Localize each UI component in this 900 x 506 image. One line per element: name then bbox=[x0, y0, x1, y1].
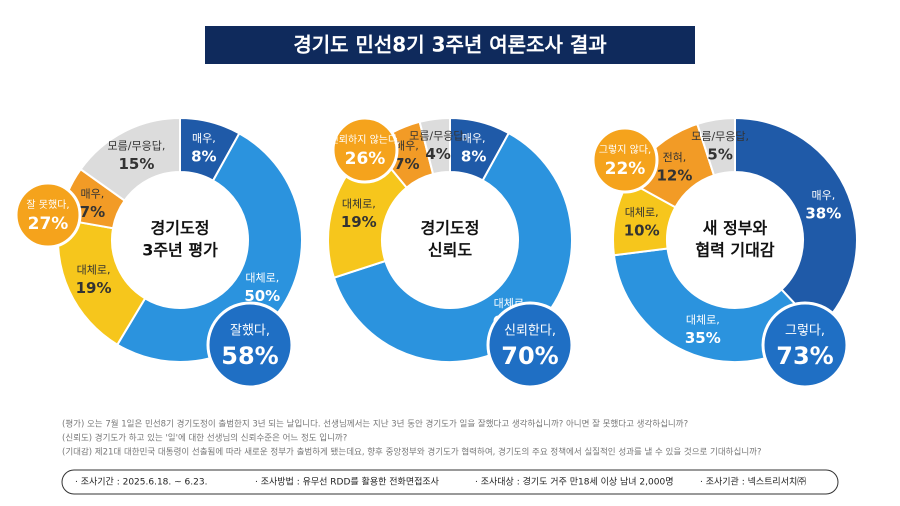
callout-value: 73% bbox=[776, 342, 833, 370]
survey-info: · 조사대상 : 경기도 거주 만18세 이상 남녀 2,000명 bbox=[475, 476, 673, 488]
callout-value: 22% bbox=[605, 159, 646, 179]
segment-value: 38% bbox=[805, 205, 841, 223]
page-title: 경기도 민선8기 3주년 여론조사 결과 bbox=[293, 33, 607, 57]
segment-value: 50% bbox=[244, 287, 280, 305]
center-title: 경기도정 bbox=[151, 219, 210, 238]
center-title: 새 정부와 bbox=[703, 219, 768, 238]
segment-label: 대체로, bbox=[77, 263, 111, 276]
callout-bubble bbox=[331, 116, 399, 184]
callout-bubble bbox=[486, 301, 574, 389]
segment-label: 모름/무응답, bbox=[409, 130, 467, 143]
segment-value: 35% bbox=[685, 329, 721, 347]
callout-bubble bbox=[591, 126, 659, 194]
callout-value: 58% bbox=[221, 342, 278, 370]
segment-label: 전혀, bbox=[663, 151, 687, 164]
segment-label: 매우, bbox=[395, 139, 419, 152]
callout-value: 26% bbox=[345, 149, 386, 169]
survey-info: · 조사기간 : 2025.6.18. ~ 6.23. bbox=[75, 477, 207, 488]
segment-label: 대체로, bbox=[342, 197, 376, 210]
callout-value: 27% bbox=[28, 214, 69, 234]
donut-segment bbox=[696, 116, 736, 177]
segment-value: 5% bbox=[707, 146, 732, 164]
segment-value: 7% bbox=[80, 203, 105, 221]
callout-label: 신뢰한다, bbox=[504, 324, 556, 339]
center-title: 경기도정 bbox=[421, 219, 480, 238]
survey-info: · 조사기관 : 넥스트리서치㈜ bbox=[700, 476, 806, 488]
center-title: 협력 기대감 bbox=[695, 241, 774, 260]
callout-bubble bbox=[206, 301, 294, 389]
footnote: (신뢰도) 경기도가 하고 있는 '일'에 대한 선생님의 신뢰수준은 어느 정… bbox=[62, 433, 347, 444]
segment-value: 19% bbox=[341, 213, 377, 231]
segment-value: 12% bbox=[656, 166, 692, 184]
segment-label: 대체로, bbox=[686, 313, 720, 326]
donut-segment bbox=[79, 116, 181, 202]
callout-label: 그렇지 않다, bbox=[599, 143, 651, 156]
segment-label: 모름/무응답, bbox=[691, 130, 749, 143]
segment-label: 매우, bbox=[462, 132, 486, 145]
callout-label: 잘 못했다, bbox=[26, 198, 69, 211]
segment-label: 모름/무응답, bbox=[108, 140, 166, 153]
title-banner bbox=[205, 26, 695, 64]
segment-value: 4% bbox=[425, 145, 450, 163]
segment-label: 매우, bbox=[811, 189, 835, 202]
callout-label: 그렇다, bbox=[785, 324, 825, 339]
segment-value: 8% bbox=[191, 148, 216, 166]
segment-value: 8% bbox=[461, 147, 486, 165]
segment-value: 15% bbox=[119, 155, 155, 173]
donut-segment bbox=[418, 116, 451, 176]
segment-label: 대체로, bbox=[245, 272, 279, 285]
donut-segment bbox=[332, 131, 573, 363]
center-title: 3주년 평가 bbox=[142, 241, 218, 260]
segment-label: 매우, bbox=[192, 132, 216, 145]
center-title: 신뢰도 bbox=[428, 241, 472, 260]
segment-label: 매우, bbox=[81, 187, 105, 200]
survey-info: · 조사방법 : 유무선 RDD를 활용한 전화면접조사 bbox=[255, 476, 440, 488]
footnote: (평가) 오는 7월 1일은 민선8기 경기도정이 출범한지 3년 되는 날입니… bbox=[62, 419, 688, 430]
callout-bubble bbox=[761, 301, 849, 389]
segment-value: 19% bbox=[76, 279, 112, 297]
footnote: (기대감) 제21대 대한민국 대통령이 선출됨에 따라 새로운 정부가 출범하… bbox=[62, 447, 761, 458]
segment-label: 대체로, bbox=[625, 206, 659, 219]
callout-bubble bbox=[14, 181, 82, 249]
survey-box bbox=[61, 469, 839, 495]
segment-value: 7% bbox=[394, 155, 419, 173]
segment-value: 10% bbox=[624, 222, 660, 240]
callout-label: 신뢰하지 않는다, bbox=[330, 133, 401, 146]
callout-value: 70% bbox=[501, 342, 558, 370]
callout-label: 잘했다, bbox=[230, 323, 270, 339]
